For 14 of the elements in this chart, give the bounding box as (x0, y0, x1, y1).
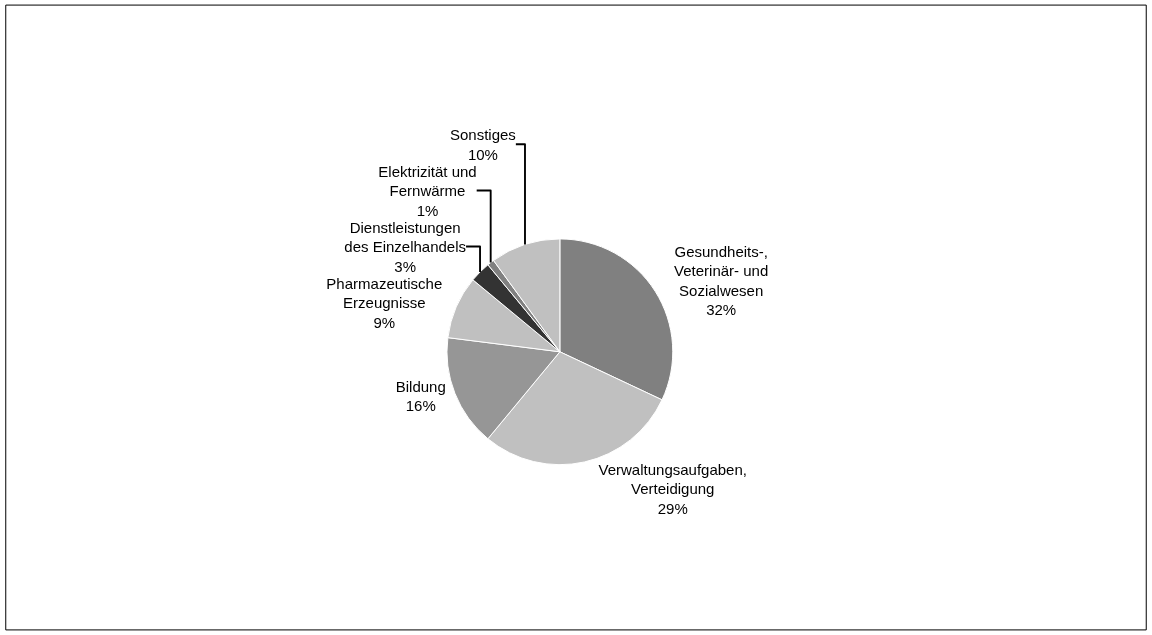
slice-label: Dienstleistungen des Einzelhandels (344, 218, 467, 256)
slice-label: Sonstiges (449, 126, 516, 144)
slice-label: Elektrizität und Fernwärme (378, 162, 477, 200)
data-label: 10% (467, 145, 498, 163)
slice-label: Bildung (395, 377, 446, 395)
data-label: 9% (373, 313, 396, 331)
data-label: 3% (394, 257, 416, 275)
data-label: 16% (405, 397, 436, 415)
data-label: 32% (706, 301, 737, 319)
slice-label: Gesundheits-, Veterinär- und Sozialwesen (674, 242, 769, 299)
data-label: 1% (416, 201, 439, 219)
slice-label: Verwaltungsaufgaben, Verteidigung (598, 460, 747, 498)
slice-label: Pharmazeutische Erzeugnisse (326, 274, 443, 312)
data-label: 29% (657, 499, 688, 517)
